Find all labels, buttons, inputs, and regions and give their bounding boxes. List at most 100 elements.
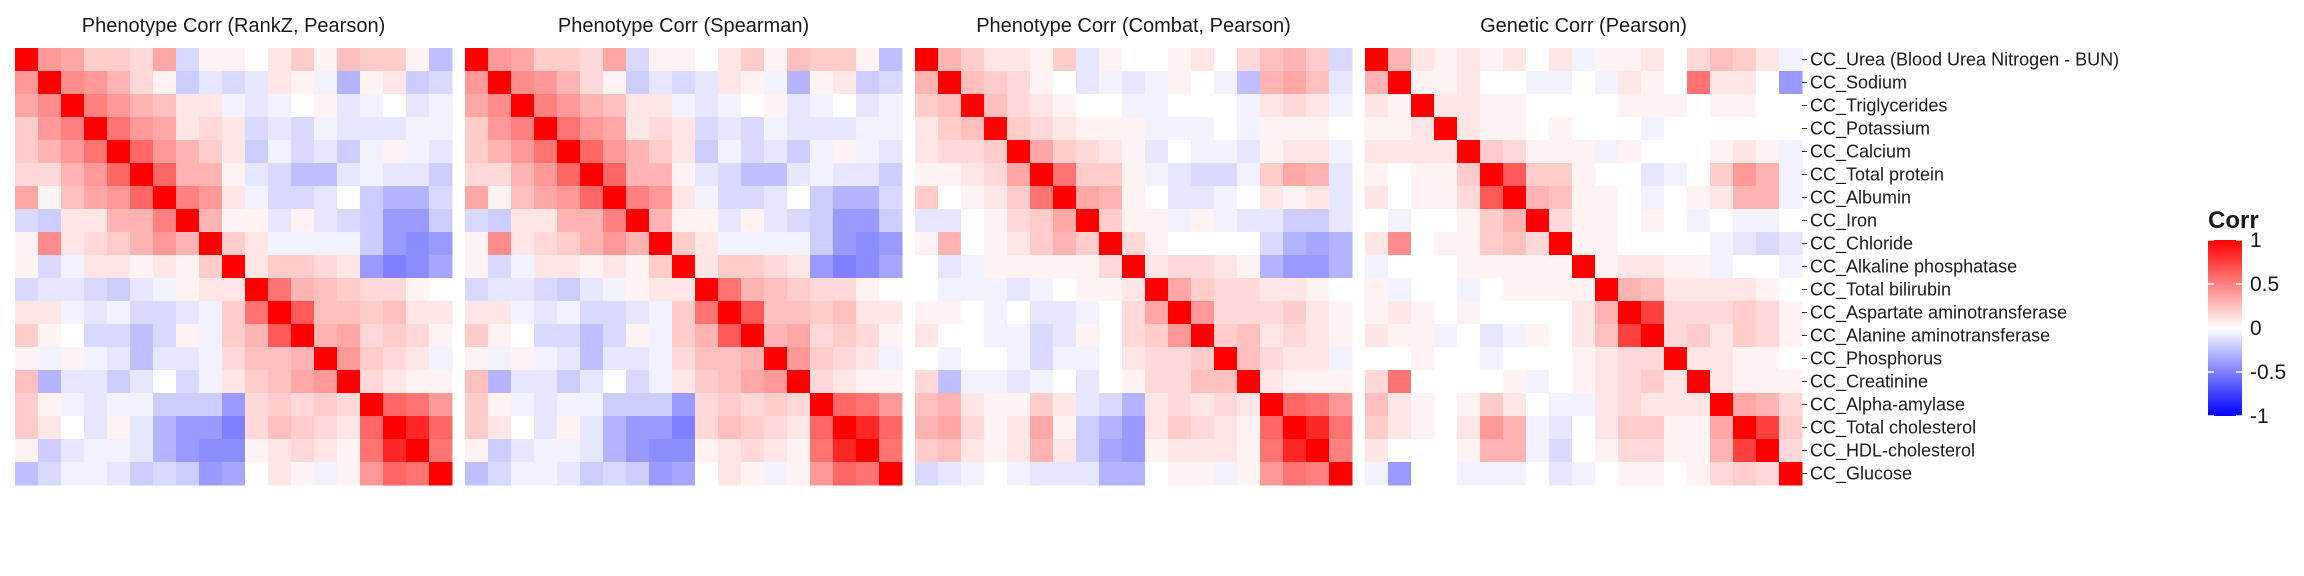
heatmap-cell (1388, 370, 1412, 394)
heatmap-cell (915, 462, 939, 486)
heatmap-cell (15, 255, 39, 279)
heatmap-cell (130, 232, 154, 256)
heatmap-cell (1283, 301, 1307, 325)
heatmap-cell (1618, 163, 1642, 187)
heatmap-cell (915, 140, 939, 164)
heatmap-cell (1237, 186, 1261, 210)
heatmap-cell (1664, 416, 1688, 440)
heatmap-cell (856, 163, 880, 187)
heatmap-cell (383, 209, 407, 233)
heatmap-cell (38, 140, 62, 164)
heatmap-cell (1007, 209, 1031, 233)
heatmap-cell (1480, 416, 1504, 440)
heatmap-cell (695, 301, 719, 325)
heatmap-cell (1434, 347, 1458, 371)
heatmap-cell (1756, 416, 1780, 440)
heatmap-cell (1595, 416, 1619, 440)
heatmap-cell (534, 278, 558, 302)
heatmap-cell (1549, 232, 1573, 256)
heatmap-cell (580, 278, 604, 302)
heatmap-cell (1549, 301, 1573, 325)
heatmap-cell (580, 255, 604, 279)
heatmap-cell (718, 416, 742, 440)
heatmap-cell (603, 347, 627, 371)
heatmap-cell (1503, 347, 1527, 371)
heatmap-cell (61, 209, 85, 233)
heatmap-cell (130, 393, 154, 417)
heatmap-cell (176, 278, 200, 302)
heatmap-cell (1664, 232, 1688, 256)
heatmap-cell (1618, 324, 1642, 348)
heatmap-cell (1480, 370, 1504, 394)
heatmap-cell (534, 186, 558, 210)
heatmap-cell (153, 301, 177, 325)
heatmap-cell (1526, 48, 1550, 72)
heatmap-cell (1237, 209, 1261, 233)
row-labels: CC_Urea (Blood Urea Nitrogen - BUN)CC_So… (1802, 50, 2119, 485)
heatmap-cell (1595, 324, 1619, 348)
heatmap-cell (856, 209, 880, 233)
heatmap-cell (130, 163, 154, 187)
heatmap-cell (1007, 232, 1031, 256)
heatmap-cell (337, 71, 361, 95)
heatmap-cell (1595, 209, 1619, 233)
heatmap-cell (1595, 255, 1619, 279)
heatmap-cell (429, 117, 453, 141)
legend-ticks: 1 0.5 0 -0.5 -1 (2208, 229, 2286, 428)
heatmap-cell (1030, 324, 1054, 348)
heatmap-cell (1030, 416, 1054, 440)
heatmap-cell (1457, 48, 1481, 72)
heatmap-cell (176, 255, 200, 279)
heatmap-cell (84, 370, 108, 394)
heatmap-cell (107, 393, 131, 417)
heatmap-cell (314, 94, 338, 118)
heatmap-cell (1145, 370, 1169, 394)
heatmap-cell (626, 416, 650, 440)
heatmap-cell (1618, 232, 1642, 256)
heatmap-cell (130, 94, 154, 118)
heatmap-cell (1572, 393, 1596, 417)
heatmap-cell (856, 416, 880, 440)
heatmap-cell (1687, 393, 1711, 417)
heatmap-cell (488, 416, 512, 440)
heatmap-cell (15, 48, 39, 72)
heatmap-cell (1237, 370, 1261, 394)
heatmap-cell (511, 370, 535, 394)
heatmap-cell (61, 94, 85, 118)
heatmap-cell (1260, 186, 1284, 210)
heatmap-cell (130, 416, 154, 440)
heatmap-cell (1076, 48, 1100, 72)
heatmap-cell (1457, 255, 1481, 279)
heatmap-cell (465, 71, 489, 95)
heatmap-cell (1283, 48, 1307, 72)
heatmap-cell (649, 347, 673, 371)
heatmap-cell (718, 232, 742, 256)
heatmap-cell (1756, 94, 1780, 118)
heatmap-cell (291, 232, 315, 256)
heatmap-cell (718, 71, 742, 95)
heatmap-cell (649, 393, 673, 417)
heatmap-cell (1053, 186, 1077, 210)
heatmap-cell (741, 48, 765, 72)
heatmap-cell (1687, 140, 1711, 164)
heatmap-cell (879, 370, 903, 394)
heatmap-cell (429, 94, 453, 118)
heatmap-cell (1260, 370, 1284, 394)
heatmap-cell (84, 439, 108, 463)
heatmap-cell (1122, 462, 1146, 486)
legend-tick-label: -1 (2250, 405, 2269, 428)
heatmap-cell (511, 232, 535, 256)
heatmap-cell (649, 209, 673, 233)
heatmap-cell (337, 140, 361, 164)
heatmap-cell (176, 301, 200, 325)
heatmap-cell (429, 209, 453, 233)
heatmap-cell (915, 186, 939, 210)
heatmap-cell (718, 163, 742, 187)
heatmap-cell (130, 370, 154, 394)
heatmap-cell (534, 439, 558, 463)
heatmap-cell (557, 186, 581, 210)
heatmap-cell (406, 117, 430, 141)
heatmap-cell (984, 140, 1008, 164)
heatmap-cell (199, 163, 223, 187)
heatmap-cell (268, 232, 292, 256)
